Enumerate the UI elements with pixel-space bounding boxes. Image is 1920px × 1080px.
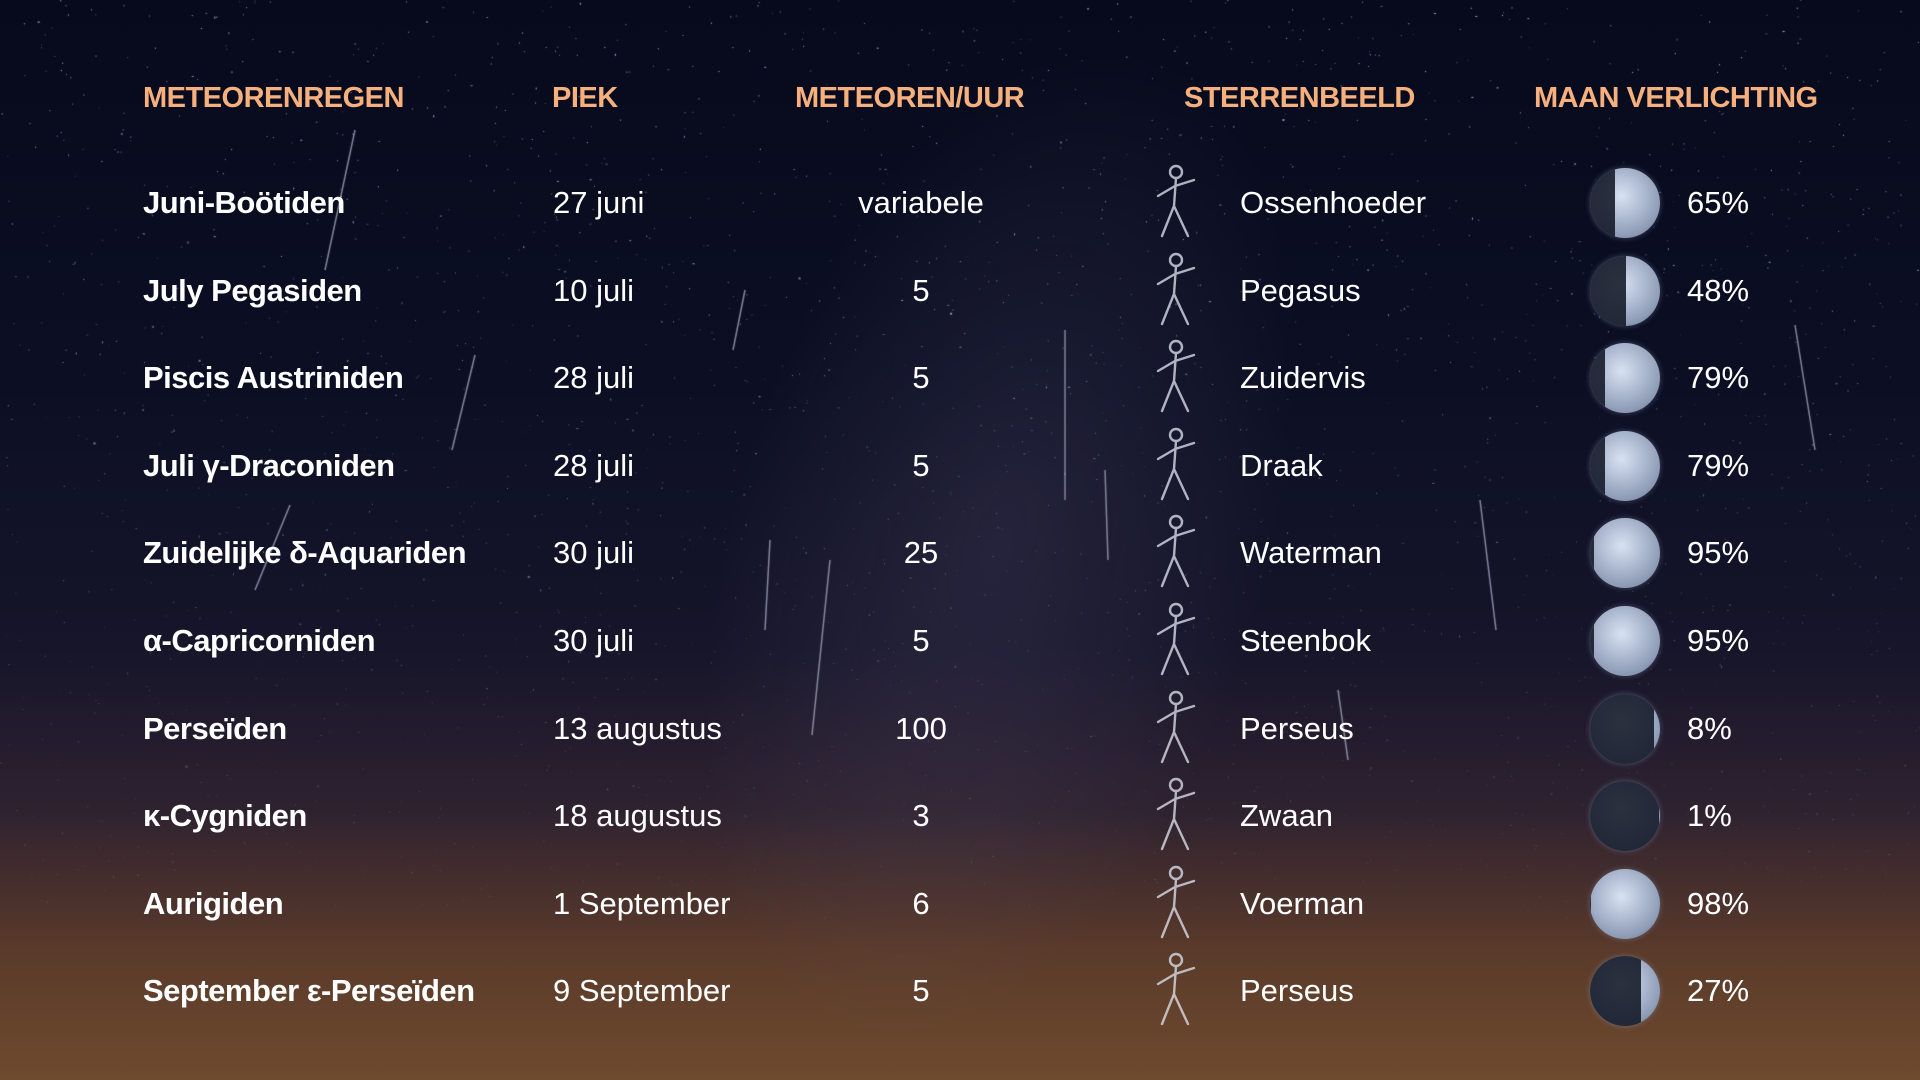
constellation-name: Perseus <box>1240 973 1354 1009</box>
constellation-name: Draak <box>1240 447 1323 483</box>
constellation-name: Pegasus <box>1240 272 1361 308</box>
table-row: Aurigiden 1 September 6 Voerman 98% <box>0 860 1920 948</box>
shower-name: κ-Cygniden <box>143 798 307 834</box>
aquarius-figure-icon <box>1128 508 1218 598</box>
header-moon: MAAN VERLICHTING <box>1534 82 1818 114</box>
table-row: Juni-Boötiden 27 juni variabele Ossenhoeder… <box>0 159 1920 247</box>
header-shower: METEORENREGEN <box>143 82 404 114</box>
perseus-figure-icon <box>1128 946 1218 1036</box>
table-row: Juli γ-Draconiden 28 juli 5 Draak 79% <box>0 422 1920 510</box>
moon-phase-icon <box>1590 606 1660 676</box>
moon-illumination: 1% <box>1687 798 1732 834</box>
meteors-per-hour: 6 <box>912 885 930 921</box>
constellation-name: Ossenhoeder <box>1240 185 1427 220</box>
moon-illumination: 95% <box>1687 535 1750 571</box>
moon-illumination: 27% <box>1687 973 1750 1009</box>
moon-phase-icon <box>1590 430 1660 501</box>
table-row: Zuidelijke δ-Aquariden 30 juli 25 Waterman 9… <box>0 509 1920 597</box>
capricorn-figure-icon <box>1128 596 1218 686</box>
peak-date: 28 juli <box>553 360 634 396</box>
moon-phase-icon <box>1590 518 1660 589</box>
shower-name: Juni-Boötiden <box>143 185 345 220</box>
shower-name: July Pegasiden <box>143 272 362 308</box>
swan-figure-icon <box>1128 771 1218 861</box>
dragon-figure-icon <box>1128 421 1218 511</box>
pegasus-figure-icon <box>1128 246 1218 336</box>
moon-illumination: 48% <box>1687 272 1750 308</box>
auriga-figure-icon <box>1128 859 1218 949</box>
moon-phase-icon <box>1590 693 1660 764</box>
perseus-figure-icon <box>1128 684 1218 774</box>
moon-illumination: 79% <box>1687 447 1750 483</box>
peak-date: 30 juli <box>553 535 634 571</box>
header-constellation: STERRENBEELD <box>1184 82 1415 114</box>
constellation-name: Zwaan <box>1240 798 1334 834</box>
peak-date: 18 augustus <box>553 798 722 834</box>
fish-figure-icon <box>1128 333 1218 423</box>
peak-date: 1 September <box>553 885 731 921</box>
peak-date: 28 juli <box>553 447 634 483</box>
peak-date: 30 juli <box>553 623 634 658</box>
meteors-per-hour: 5 <box>912 447 930 483</box>
shower-name: Aurigiden <box>143 885 284 921</box>
shower-name: α-Capricorniden <box>143 623 376 658</box>
meteors-per-hour: 100 <box>895 710 947 746</box>
moon-phase-icon <box>1590 781 1660 852</box>
moon-illumination: 65% <box>1687 185 1750 220</box>
constellation-name: Perseus <box>1240 710 1354 746</box>
moon-illumination: 95% <box>1687 623 1750 658</box>
moon-illumination: 79% <box>1687 360 1750 396</box>
shower-name: Piscis Austriniden <box>143 360 404 396</box>
constellation-name: Voerman <box>1240 885 1365 921</box>
constellation-name: Waterman <box>1240 535 1382 571</box>
shower-name: September ε-Perseïden <box>143 973 475 1009</box>
moon-phase-icon <box>1590 168 1660 238</box>
moon-illumination: 8% <box>1687 710 1732 746</box>
moon-phase-icon <box>1590 255 1660 326</box>
header-rate: METEOREN/UUR <box>795 82 1025 114</box>
table-row: α-Capricorniden 30 juli 5 Steenbok 95% <box>0 597 1920 685</box>
peak-date: 9 September <box>553 973 731 1009</box>
table-row: July Pegasiden 10 juli 5 Pegasus 48% <box>0 247 1920 335</box>
meteors-per-hour: 25 <box>903 535 939 571</box>
peak-date: 27 juni <box>553 185 645 220</box>
moon-illumination: 98% <box>1687 885 1750 921</box>
meteors-per-hour: 5 <box>912 272 930 308</box>
table-row: Perseïden 13 augustus 100 Perseus 8% <box>0 685 1920 773</box>
table-row: September ε-Perseïden 9 September 5 Perseus… <box>0 947 1920 1035</box>
shower-name: Juli γ-Draconiden <box>143 447 395 483</box>
meteors-per-hour: variabele <box>858 185 984 220</box>
shower-name: Zuidelijke δ-Aquariden <box>143 535 467 571</box>
peak-date: 13 augustus <box>553 710 722 746</box>
meteors-per-hour: 5 <box>912 360 930 396</box>
bootes-figure-icon <box>1128 158 1218 248</box>
peak-date: 10 juli <box>553 272 634 308</box>
moon-phase-icon <box>1590 956 1660 1027</box>
header-peak: PIEK <box>552 82 618 114</box>
moon-phase-icon <box>1590 343 1660 414</box>
meteors-per-hour: 5 <box>912 623 930 658</box>
constellation-name: Zuidervis <box>1240 360 1366 396</box>
constellation-name: Steenbok <box>1240 623 1371 658</box>
meteors-per-hour: 5 <box>912 973 930 1009</box>
shower-name: Perseïden <box>143 710 287 746</box>
table-row: κ-Cygniden 18 augustus 3 Zwaan 1% <box>0 772 1920 860</box>
table-row: Piscis Austriniden 28 juli 5 Zuidervis 79% <box>0 334 1920 422</box>
meteors-per-hour: 3 <box>912 798 930 834</box>
moon-phase-icon <box>1590 868 1660 939</box>
